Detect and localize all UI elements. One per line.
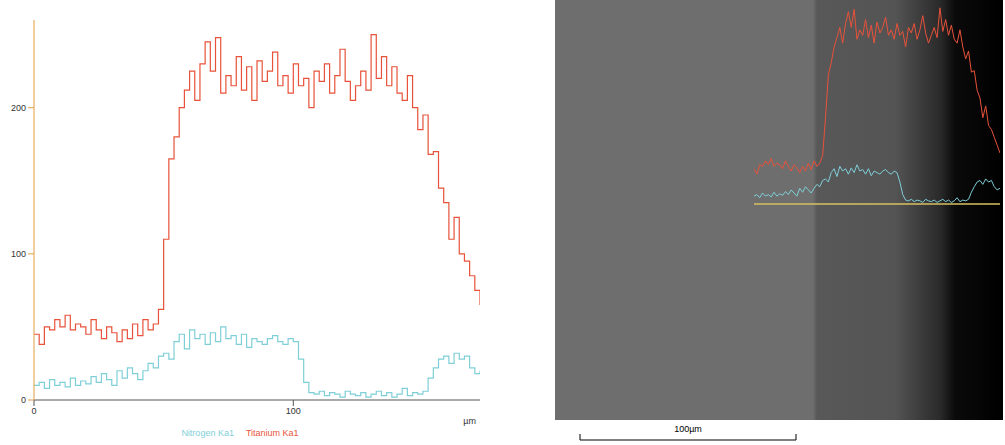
svg-text:µm: µm xyxy=(463,416,476,426)
html-text:Nitrogen Ka1: Nitrogen Ka1 xyxy=(181,428,234,438)
svg-text:0: 0 xyxy=(21,395,26,405)
svg-text:100: 100 xyxy=(11,249,26,259)
html-text:100µm: 100µm xyxy=(674,424,702,434)
svg-text:0: 0 xyxy=(31,406,36,416)
html-text:Titanium Ka1: Titanium Ka1 xyxy=(245,428,299,438)
svg-text:100: 100 xyxy=(286,406,301,416)
svg-text:200: 200 xyxy=(11,103,26,113)
